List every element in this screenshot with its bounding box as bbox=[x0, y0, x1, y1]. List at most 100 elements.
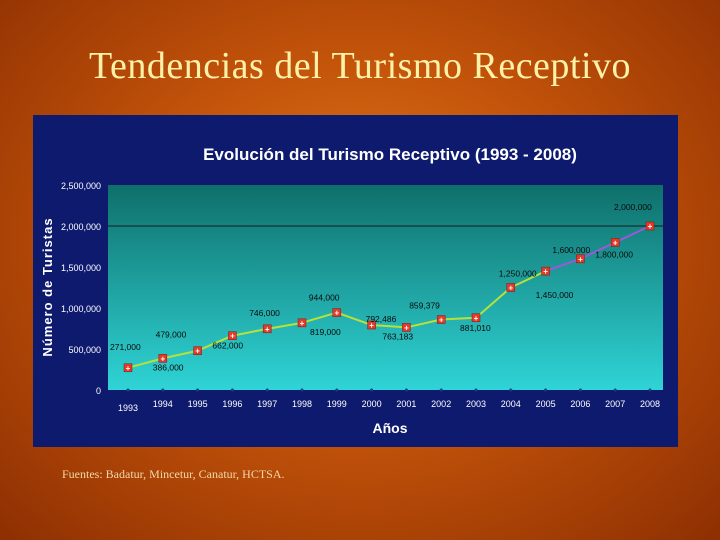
data-point-marker-cross: + bbox=[265, 325, 270, 334]
x-tick-label: 1996 bbox=[222, 399, 242, 409]
x-axis-dot bbox=[126, 388, 130, 392]
data-point-marker-cross: + bbox=[334, 309, 339, 318]
x-axis-dot bbox=[474, 388, 478, 392]
data-label: 1,600,000 bbox=[552, 245, 590, 255]
data-point-marker-cross: + bbox=[543, 267, 548, 276]
y-tick-label: 2,000,000 bbox=[61, 222, 101, 232]
series-line-segment bbox=[127, 357, 164, 369]
y-tick-label: 2,500,000 bbox=[61, 181, 101, 191]
data-label: 859,379 bbox=[409, 301, 440, 311]
data-point-marker-cross: + bbox=[195, 347, 200, 356]
data-label: 746,000 bbox=[249, 308, 280, 318]
series-line-segment bbox=[406, 318, 442, 329]
slide-title: Tendencias del Turismo Receptivo bbox=[88, 45, 632, 87]
data-label: 662,000 bbox=[212, 341, 243, 351]
x-tick-label: 2006 bbox=[570, 399, 590, 409]
series-line-segment bbox=[614, 225, 651, 244]
x-axis-dot bbox=[161, 388, 165, 392]
x-axis-dot bbox=[578, 388, 582, 392]
data-label: 2,000,000 bbox=[614, 202, 652, 212]
data-label: 1,450,000 bbox=[536, 290, 574, 300]
data-point-marker bbox=[158, 354, 168, 363]
x-tick-label: 1998 bbox=[292, 399, 312, 409]
data-point-marker bbox=[436, 315, 446, 324]
x-tick-label: 2003 bbox=[466, 399, 486, 409]
data-point-marker bbox=[506, 283, 516, 292]
series-line-segment bbox=[267, 321, 303, 330]
series-line-segment bbox=[197, 334, 233, 352]
series-line-segment bbox=[232, 327, 268, 337]
data-label: 792,486 bbox=[366, 314, 397, 324]
x-axis-dot bbox=[335, 388, 339, 392]
data-point-marker bbox=[471, 313, 481, 323]
data-point-marker-cross: + bbox=[160, 354, 165, 363]
data-label: 1,800,000 bbox=[595, 249, 633, 259]
data-point-marker-cross: + bbox=[369, 321, 374, 330]
y-axis-label: Número de Turistas bbox=[40, 217, 55, 356]
x-tick-label: 2000 bbox=[362, 399, 382, 409]
data-point-marker bbox=[541, 266, 550, 276]
x-tick-label: 2007 bbox=[605, 399, 625, 409]
data-point-marker bbox=[367, 320, 376, 330]
data-point-marker bbox=[297, 318, 307, 328]
x-tick-label: 1997 bbox=[257, 399, 277, 409]
line-chart: Evolución del Turismo Receptivo (1993 - … bbox=[40, 145, 663, 436]
series-line-segment bbox=[545, 257, 581, 273]
y-tick-label: 1,500,000 bbox=[61, 263, 101, 273]
y-tick-label: 0 bbox=[96, 386, 101, 396]
data-point-marker bbox=[332, 308, 342, 317]
x-axis-dot bbox=[648, 388, 652, 392]
data-label: 819,000 bbox=[310, 327, 341, 337]
series-line-segment bbox=[441, 316, 477, 321]
y-tick-label: 500,000 bbox=[68, 345, 101, 355]
data-point-marker-cross: + bbox=[648, 222, 653, 231]
x-tick-label: 2008 bbox=[640, 399, 660, 409]
x-axis-dot bbox=[613, 388, 617, 392]
data-point-marker-cross: + bbox=[439, 316, 444, 325]
data-label: 1,250,000 bbox=[499, 269, 537, 279]
x-tick-label: 2001 bbox=[396, 399, 416, 409]
data-label: 386,000 bbox=[153, 362, 184, 372]
source-note: Fuentes: Badatur, Mincetur, Canatur, HCT… bbox=[62, 467, 285, 481]
data-label: 881,010 bbox=[460, 323, 491, 333]
data-point-marker bbox=[576, 254, 585, 264]
data-point-marker-cross: + bbox=[474, 314, 479, 323]
data-point-marker bbox=[262, 324, 272, 334]
data-label: 944,000 bbox=[309, 293, 340, 303]
x-axis-dot bbox=[439, 388, 443, 392]
data-point-marker-cross: + bbox=[126, 364, 131, 373]
x-tick-label: 1999 bbox=[327, 399, 347, 409]
series-line-segment bbox=[336, 311, 372, 326]
data-point-marker bbox=[228, 331, 237, 340]
data-point-marker-cross: + bbox=[578, 255, 583, 264]
data-point-marker-cross: + bbox=[300, 319, 305, 328]
x-axis-dot bbox=[370, 388, 374, 392]
data-point-marker bbox=[193, 346, 202, 355]
series-line-segment bbox=[301, 311, 338, 324]
data-point-marker-cross: + bbox=[404, 323, 409, 332]
x-tick-label: 2004 bbox=[501, 399, 521, 409]
x-tick-label: 1995 bbox=[188, 399, 208, 409]
x-tick-label: 2002 bbox=[431, 399, 451, 409]
series-line-segment bbox=[510, 270, 547, 289]
chart-panel: Evolución del Turismo Receptivo (1993 - … bbox=[33, 115, 678, 447]
data-label: 271,000 bbox=[110, 342, 141, 352]
plot-area bbox=[108, 185, 663, 390]
series-line-segment bbox=[579, 241, 616, 260]
x-tick-label: 1994 bbox=[153, 399, 173, 409]
x-axis-dot bbox=[300, 388, 304, 392]
x-axis-dot bbox=[544, 388, 548, 392]
series-line-segment bbox=[371, 324, 407, 329]
x-tick-label: 2005 bbox=[536, 399, 556, 409]
series-line-segment bbox=[475, 286, 512, 319]
data-point-marker bbox=[123, 363, 133, 373]
data-point-marker-cross: + bbox=[230, 332, 235, 341]
data-label: 479,000 bbox=[156, 330, 187, 340]
chart-title: Evolución del Turismo Receptivo (1993 - … bbox=[203, 145, 577, 164]
x-axis-dot bbox=[509, 388, 513, 392]
data-point-marker bbox=[402, 323, 411, 332]
data-point-marker bbox=[610, 238, 620, 247]
x-axis-dot bbox=[265, 388, 269, 392]
data-point-marker-cross: + bbox=[613, 238, 618, 247]
x-tick-label: 1993 bbox=[118, 403, 138, 413]
